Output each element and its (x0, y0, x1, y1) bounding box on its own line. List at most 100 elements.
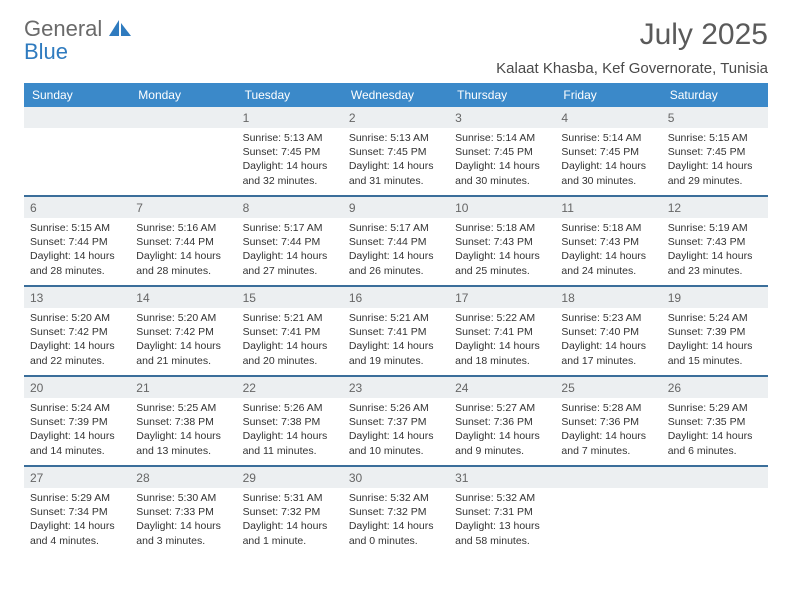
sunrise-line: Sunrise: 5:13 AM (243, 131, 337, 145)
daylight-line: Daylight: 14 hours and 19 minutes. (349, 339, 443, 367)
day-number: 9 (343, 197, 449, 218)
day-body: Sunrise: 5:27 AMSunset: 7:36 PMDaylight:… (449, 398, 555, 464)
sunrise-line: Sunrise: 5:13 AM (349, 131, 443, 145)
sunset-line: Sunset: 7:31 PM (455, 505, 549, 519)
sunrise-line: Sunrise: 5:23 AM (561, 311, 655, 325)
day-number: 10 (449, 197, 555, 218)
day-number: 1 (237, 107, 343, 128)
calendar-cell: 1 Sunrise: 5:13 AMSunset: 7:45 PMDaylight… (237, 107, 343, 195)
day-body: Sunrise: 5:19 AMSunset: 7:43 PMDaylight:… (662, 218, 768, 284)
sunset-line: Sunset: 7:38 PM (243, 415, 337, 429)
header: General Blue July 2025 Kalaat Khasba, Ke… (24, 18, 768, 77)
sunset-line: Sunset: 7:44 PM (349, 235, 443, 249)
sunset-line: Sunset: 7:42 PM (136, 325, 230, 339)
daylight-line: Daylight: 14 hours and 20 minutes. (243, 339, 337, 367)
calendar-cell: 8Sunrise: 5:17 AMSunset: 7:44 PMDaylight… (237, 197, 343, 285)
calendar-cell: 25Sunrise: 5:28 AMSunset: 7:36 PMDayligh… (555, 377, 661, 465)
sunrise-line: Sunrise: 5:21 AM (243, 311, 337, 325)
sunrise-line: Sunrise: 5:21 AM (349, 311, 443, 325)
day-number: 2 (343, 107, 449, 128)
day-header: Friday (555, 83, 661, 107)
day-number: 15 (237, 287, 343, 308)
calendar-cell (24, 107, 130, 195)
calendar-cell (662, 467, 768, 555)
daylight-line: Daylight: 14 hours and 22 minutes. (30, 339, 124, 367)
calendar-cell: 23Sunrise: 5:26 AMSunset: 7:37 PMDayligh… (343, 377, 449, 465)
day-number: 18 (555, 287, 661, 308)
calendar-cell: 3Sunrise: 5:14 AMSunset: 7:45 PMDaylight… (449, 107, 555, 195)
calendar-cell: 10Sunrise: 5:18 AMSunset: 7:43 PMDayligh… (449, 197, 555, 285)
day-body: Sunrise: 5:26 AMSunset: 7:38 PMDaylight:… (237, 398, 343, 464)
day-body: Sunrise: 5:32 AMSunset: 7:32 PMDaylight:… (343, 488, 449, 554)
sunrise-line: Sunrise: 5:18 AM (561, 221, 655, 235)
day-body: Sunrise: 5:13 AMSunset: 7:45 PMDaylight:… (343, 128, 449, 194)
daylight-line: Daylight: 13 hours and 58 minutes. (455, 519, 549, 547)
day-number: 27 (24, 467, 130, 488)
daylight-line: Daylight: 14 hours and 32 minutes. (243, 159, 337, 187)
sunrise-line: Sunrise: 5:26 AM (349, 401, 443, 415)
sunrise-line: Sunrise: 5:29 AM (30, 491, 124, 505)
day-body: Sunrise: 5:16 AMSunset: 7:44 PMDaylight:… (130, 218, 236, 284)
day-body: Sunrise: 5:17 AMSunset: 7:44 PMDaylight:… (343, 218, 449, 284)
day-body: Sunrise: 5:25 AMSunset: 7:38 PMDaylight:… (130, 398, 236, 464)
day-body: Sunrise: 5:15 AMSunset: 7:45 PMDaylight:… (662, 128, 768, 194)
day-body: Sunrise: 5:24 AMSunset: 7:39 PMDaylight:… (24, 398, 130, 464)
daylight-line: Daylight: 14 hours and 24 minutes. (561, 249, 655, 277)
sunrise-line: Sunrise: 5:22 AM (455, 311, 549, 325)
logo-sail-icon (109, 20, 131, 36)
sunrise-line: Sunrise: 5:31 AM (243, 491, 337, 505)
calendar-cell: 16Sunrise: 5:21 AMSunset: 7:41 PMDayligh… (343, 287, 449, 375)
sunrise-line: Sunrise: 5:15 AM (668, 131, 762, 145)
daylight-line: Daylight: 14 hours and 3 minutes. (136, 519, 230, 547)
page-subtitle: Kalaat Khasba, Kef Governorate, Tunisia (496, 60, 768, 77)
sunrise-line: Sunrise: 5:14 AM (455, 131, 549, 145)
day-number (24, 107, 130, 128)
daylight-line: Daylight: 14 hours and 9 minutes. (455, 429, 549, 457)
title-block: July 2025 Kalaat Khasba, Kef Governorate… (496, 18, 768, 77)
day-body: Sunrise: 5:32 AMSunset: 7:31 PMDaylight:… (449, 488, 555, 554)
calendar-cell: 19Sunrise: 5:24 AMSunset: 7:39 PMDayligh… (662, 287, 768, 375)
daylight-line: Daylight: 14 hours and 6 minutes. (668, 429, 762, 457)
sunset-line: Sunset: 7:43 PM (668, 235, 762, 249)
day-body (555, 488, 661, 548)
day-number: 11 (555, 197, 661, 218)
sunset-line: Sunset: 7:45 PM (561, 145, 655, 159)
calendar-cell: 24Sunrise: 5:27 AMSunset: 7:36 PMDayligh… (449, 377, 555, 465)
day-header: Monday (130, 83, 236, 107)
sunset-line: Sunset: 7:34 PM (30, 505, 124, 519)
daylight-line: Daylight: 14 hours and 30 minutes. (455, 159, 549, 187)
sunset-line: Sunset: 7:38 PM (136, 415, 230, 429)
calendar-cell: 2Sunrise: 5:13 AMSunset: 7:45 PMDaylight… (343, 107, 449, 195)
day-number: 28 (130, 467, 236, 488)
day-header-row: SundayMondayTuesdayWednesdayThursdayFrid… (24, 83, 768, 107)
calendar-cell: 5Sunrise: 5:15 AMSunset: 7:45 PMDaylight… (662, 107, 768, 195)
day-body (662, 488, 768, 548)
calendar-cell: 13Sunrise: 5:20 AMSunset: 7:42 PMDayligh… (24, 287, 130, 375)
day-number: 4 (555, 107, 661, 128)
sunrise-line: Sunrise: 5:29 AM (668, 401, 762, 415)
calendar-cell: 27Sunrise: 5:29 AMSunset: 7:34 PMDayligh… (24, 467, 130, 555)
calendar-week: 6Sunrise: 5:15 AMSunset: 7:44 PMDaylight… (24, 195, 768, 285)
day-body: Sunrise: 5:31 AMSunset: 7:32 PMDaylight:… (237, 488, 343, 554)
daylight-line: Daylight: 14 hours and 23 minutes. (668, 249, 762, 277)
sunset-line: Sunset: 7:44 PM (243, 235, 337, 249)
day-body: Sunrise: 5:20 AMSunset: 7:42 PMDaylight:… (130, 308, 236, 374)
calendar-cell: 4Sunrise: 5:14 AMSunset: 7:45 PMDaylight… (555, 107, 661, 195)
daylight-line: Daylight: 14 hours and 15 minutes. (668, 339, 762, 367)
sunrise-line: Sunrise: 5:30 AM (136, 491, 230, 505)
daylight-line: Daylight: 14 hours and 0 minutes. (349, 519, 443, 547)
day-number: 13 (24, 287, 130, 308)
calendar-cell: 18Sunrise: 5:23 AMSunset: 7:40 PMDayligh… (555, 287, 661, 375)
day-body: Sunrise: 5:30 AMSunset: 7:33 PMDaylight:… (130, 488, 236, 554)
sunrise-line: Sunrise: 5:20 AM (30, 311, 124, 325)
sunset-line: Sunset: 7:44 PM (136, 235, 230, 249)
daylight-line: Daylight: 14 hours and 30 minutes. (561, 159, 655, 187)
sunrise-line: Sunrise: 5:16 AM (136, 221, 230, 235)
day-number: 16 (343, 287, 449, 308)
sunset-line: Sunset: 7:32 PM (243, 505, 337, 519)
sunset-line: Sunset: 7:45 PM (243, 145, 337, 159)
day-number: 3 (449, 107, 555, 128)
sunrise-line: Sunrise: 5:27 AM (455, 401, 549, 415)
sunrise-line: Sunrise: 5:32 AM (349, 491, 443, 505)
day-number: 19 (662, 287, 768, 308)
